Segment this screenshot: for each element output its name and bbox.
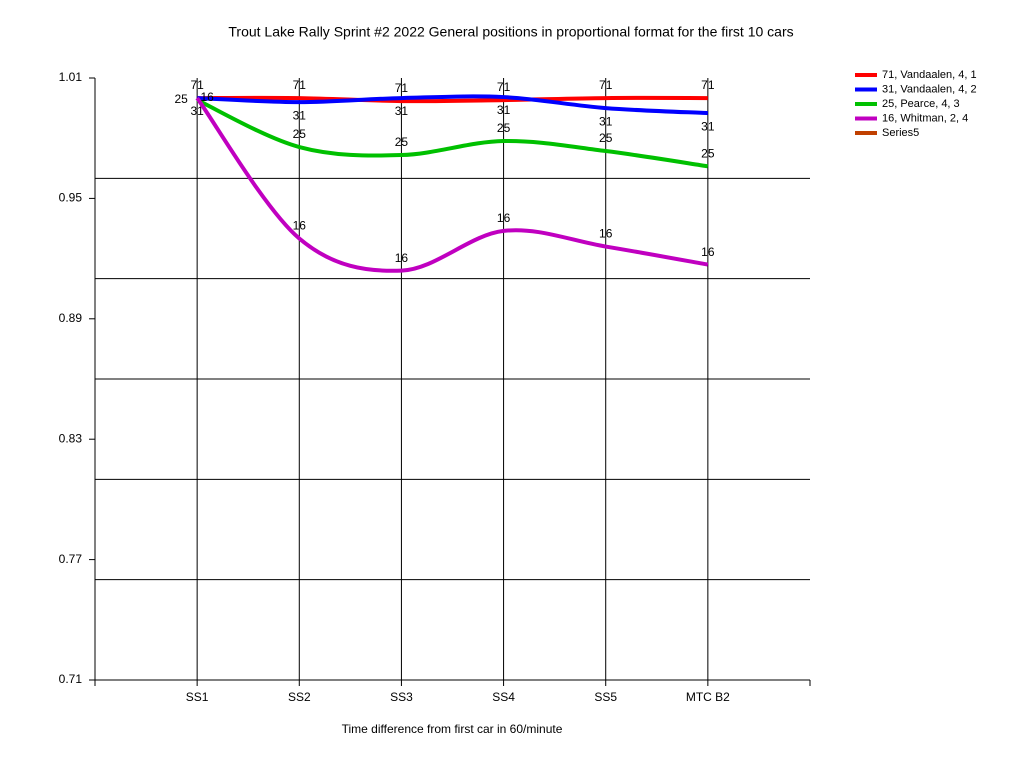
legend-label: 31, Vandaalen, 4, 2 [882,83,977,95]
point-label: 16 [293,219,307,233]
point-label: 25 [395,135,409,149]
point-label: 25 [293,127,307,141]
point-label: 16 [701,245,715,259]
x-tick-label: SS3 [390,690,413,704]
legend-label: 25, Pearce, 4, 3 [882,98,960,110]
point-label: 31 [701,119,715,133]
point-label: 16 [599,227,613,241]
legend-label: Series5 [882,127,919,139]
point-label: 31 [599,114,613,128]
point-label: 25 [497,121,511,135]
chart-title: Trout Lake Rally Sprint #2 2022 General … [228,24,793,40]
y-tick-label: 0.83 [59,431,83,445]
point-label: 31 [497,103,511,117]
point-label: 71 [293,78,307,92]
point-label: 16 [200,90,214,104]
x-tick-label: SS5 [594,690,617,704]
y-tick-label: 0.95 [59,191,83,205]
point-label: 31 [293,108,307,122]
point-label: 25 [174,92,188,106]
x-tick-label: SS4 [492,690,515,704]
point-label: 16 [497,211,511,225]
legend-label: 16, Whitman, 2, 4 [882,112,968,124]
y-tick-label: 0.71 [59,672,83,686]
y-tick-label: 0.77 [59,552,83,566]
series-line [197,95,708,104]
y-tick-label: 0.89 [59,311,83,325]
series-line [197,94,708,116]
point-label: 71 [190,78,204,92]
point-label: 31 [395,104,409,118]
x-tick-label: MTC B2 [686,690,730,704]
point-label: 71 [701,78,715,92]
point-label: 16 [395,251,409,265]
point-label: 25 [599,131,613,145]
y-tick-label: 1.01 [59,70,83,84]
point-label: 71 [395,81,409,95]
x-tick-label: SS2 [288,690,311,704]
point-label: 71 [599,78,613,92]
point-label: 25 [701,146,715,160]
point-label: 71 [497,80,511,94]
x-tick-label: SS1 [186,690,209,704]
series-line [195,96,709,273]
point-label: 31 [190,104,204,118]
x-axis-title: Time difference from first car in 60/min… [342,722,563,736]
legend-label: 71, Vandaalen, 4, 1 [882,69,977,81]
series-line [196,98,709,169]
